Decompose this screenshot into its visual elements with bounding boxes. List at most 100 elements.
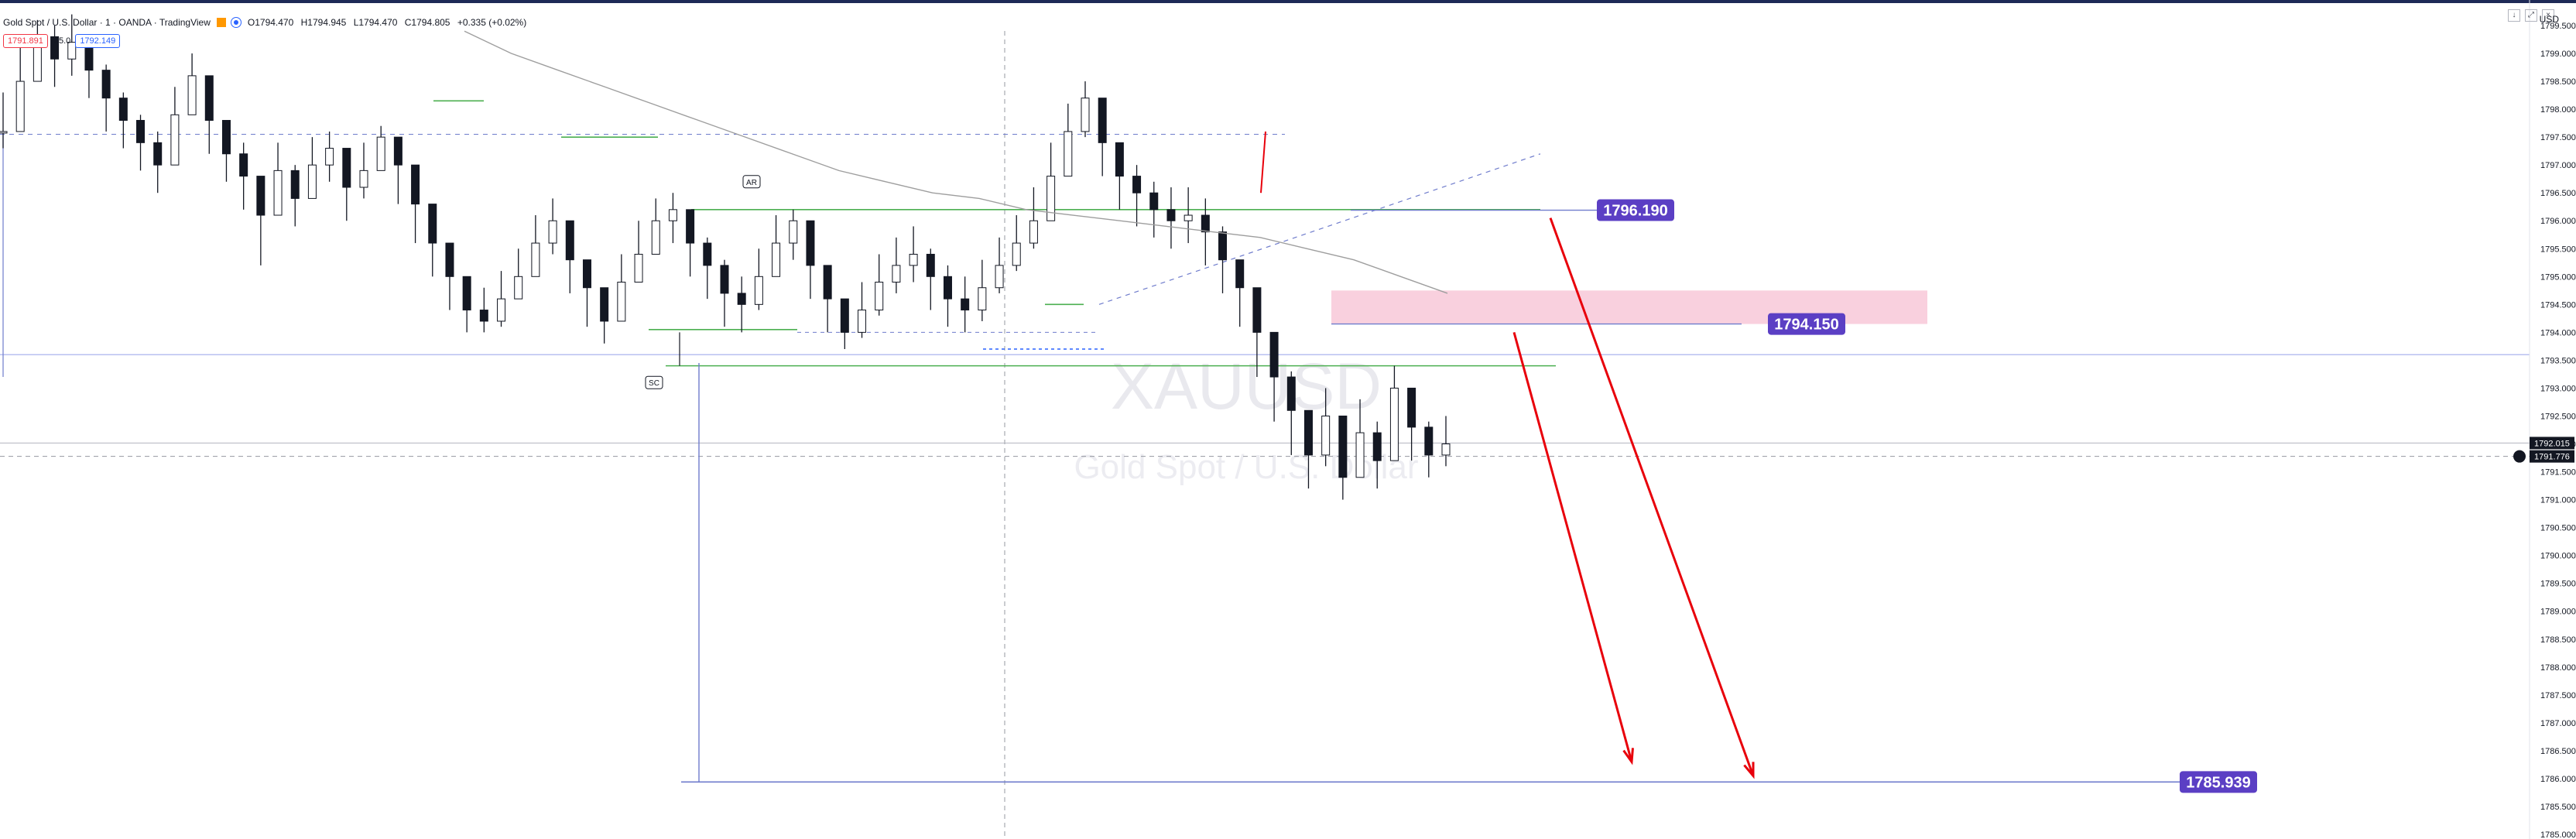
- candle-body: [1424, 426, 1434, 456]
- price-tick: 1786.500: [2540, 747, 2576, 756]
- close-icon[interactable]: ×: [2542, 9, 2554, 22]
- candle-body: [204, 75, 214, 122]
- cursor-price-tag: 1791.776: [2530, 450, 2574, 463]
- top-accent-bar: [0, 0, 2576, 3]
- down-arrow: [1549, 217, 1755, 776]
- down-arrow: [1512, 331, 1633, 762]
- restore-icon[interactable]: ⤢: [2525, 9, 2537, 22]
- candle-body: [1184, 214, 1193, 221]
- annot-box: [742, 175, 761, 189]
- candle-body: [600, 287, 609, 322]
- price-tick: 1785.000: [2540, 830, 2576, 839]
- candle-body: [256, 176, 265, 216]
- candle-body: [118, 98, 128, 122]
- drawing-lines: [0, 100, 2183, 783]
- candle-body: [909, 253, 918, 266]
- price-axis[interactable]: 1799.500 1799.000 1798.500 1798.000 1797.500…: [2513, 0, 2576, 839]
- candle-body: [789, 220, 798, 244]
- price-tick: 1788.500: [2540, 635, 2576, 645]
- arrow-head: [1743, 762, 1755, 779]
- price-tick: 1785.500: [2540, 803, 2576, 812]
- candle-body: [858, 310, 867, 333]
- price-tick: 1793.500: [2540, 356, 2576, 365]
- candle-body: [153, 142, 163, 166]
- flag-icon[interactable]: [216, 18, 226, 27]
- arrow-down-icon[interactable]: ↓: [2508, 9, 2520, 22]
- candle-body: [806, 220, 815, 266]
- candle-body: [634, 253, 643, 283]
- axis-tag-bg: [2530, 450, 2574, 463]
- candle-body: [686, 209, 695, 244]
- watermark-description: Gold Spot / U.S. Dollar: [1074, 448, 1418, 486]
- candle-body: [531, 242, 540, 277]
- lower-target-tag: 1794.150: [1768, 313, 1845, 335]
- last-price-tag: 1792.015: [2530, 437, 2574, 450]
- price-tick: 1796.500: [2540, 189, 2576, 198]
- candle-body: [342, 148, 351, 188]
- candle-body: [1218, 231, 1228, 261]
- candle-body: [221, 120, 231, 155]
- currency-selector[interactable]: USD: [2539, 14, 2559, 25]
- candle-body: [428, 204, 437, 244]
- price-tick: 1796.000: [2540, 217, 2576, 226]
- candle-body: [1252, 287, 1262, 333]
- candle-body: [1132, 176, 1142, 193]
- price-tick: 1790.500: [2540, 524, 2576, 533]
- candle-body: [479, 310, 488, 322]
- candle-body: [703, 242, 712, 266]
- candle-body: [668, 209, 677, 221]
- buy-button[interactable]: 1792.149: [75, 34, 121, 48]
- low-value: L1794.470: [353, 17, 398, 28]
- candle-body: [737, 293, 746, 305]
- price-tick: 1786.000: [2540, 775, 2576, 784]
- candle-body: [307, 164, 317, 199]
- sc-label: SC: [645, 375, 663, 389]
- symbol-title[interactable]: Gold Spot / U.S. Dollar · 1 · OANDA · Tr…: [3, 17, 211, 28]
- candle-body: [290, 170, 300, 199]
- eye-icon[interactable]: [230, 17, 242, 28]
- candle-body: [978, 287, 987, 311]
- window-controls: ↓ ⤢ ×: [2508, 9, 2554, 22]
- candle-body: [15, 80, 25, 132]
- candle-body: [892, 265, 901, 283]
- candle-body: [1389, 387, 1399, 461]
- candle-body: [411, 164, 420, 205]
- candle-body: [961, 298, 970, 311]
- candle-body: [1149, 192, 1159, 211]
- change-value: +0.335 (+0.02%): [457, 17, 527, 28]
- candle-body: [926, 253, 935, 277]
- candle-body: [582, 259, 591, 289]
- candle-body: [359, 170, 368, 188]
- symbol-legend: Gold Spot / U.S. Dollar · 1 · OANDA · Tr…: [3, 14, 531, 31]
- final-target-tag: 1785.939: [2180, 771, 2257, 793]
- candle-body: [1372, 432, 1382, 461]
- candle-body: [1029, 220, 1038, 244]
- candle-body: [170, 114, 180, 166]
- price-tick: 1787.000: [2540, 719, 2576, 728]
- crosshair-icon: [2513, 450, 2526, 463]
- candle-body: [995, 265, 1004, 289]
- candle-body: [943, 276, 952, 300]
- price-tick: 1792.500: [2540, 412, 2576, 421]
- candle-body: [1166, 209, 1176, 221]
- open-value: O1794.470: [247, 17, 294, 28]
- sell-button[interactable]: 1791.891: [3, 34, 48, 48]
- close-value: C1794.805: [404, 17, 450, 28]
- price-tick: 1798.000: [2540, 105, 2576, 115]
- ar-label: AR: [742, 175, 761, 189]
- price-tick: 1789.000: [2540, 608, 2576, 617]
- candle-body: [325, 148, 334, 166]
- candle-body: [514, 276, 523, 300]
- candle-body: [651, 220, 660, 255]
- candle-body: [1286, 376, 1296, 411]
- tag-bg: [1768, 313, 1845, 335]
- wyckoff-annotations: AR SC: [645, 175, 761, 389]
- price-tick: 1791.000: [2540, 496, 2576, 505]
- candle-body: [1235, 259, 1245, 289]
- annot-text: SC: [649, 379, 659, 388]
- candle-body: [1407, 387, 1416, 428]
- tag-label: 1796.190: [1603, 203, 1667, 220]
- price-tick: 1797.500: [2540, 133, 2576, 142]
- price-tick: 1793.000: [2540, 384, 2576, 393]
